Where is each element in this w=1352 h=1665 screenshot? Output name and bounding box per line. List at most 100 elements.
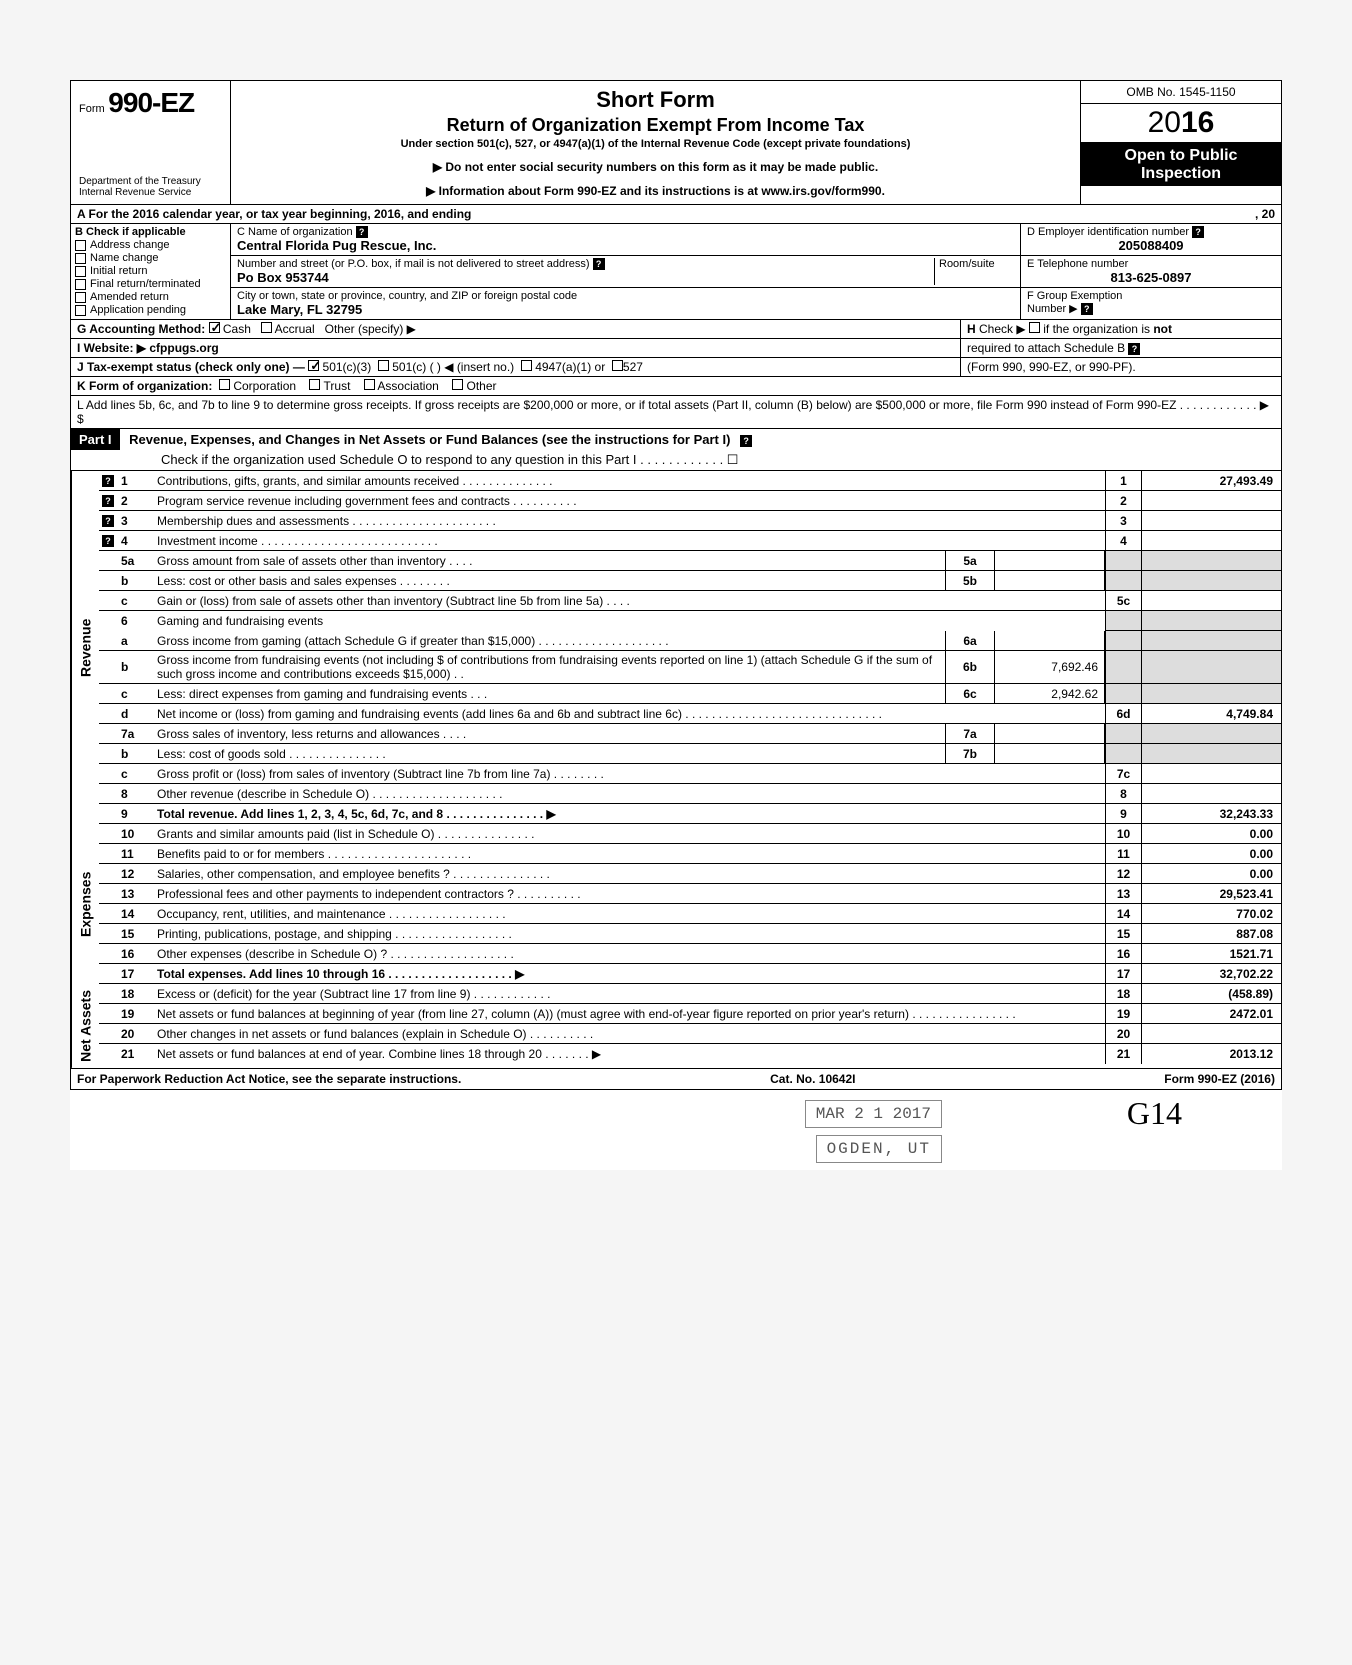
line-18-value: (458.89) [1141, 984, 1281, 1003]
header-left: Form 990-EZ Department of the Treasury I… [71, 81, 231, 204]
help-icon: ? [740, 435, 752, 447]
room-suite-label: Room/suite [939, 258, 995, 270]
part1-label: Part I [71, 429, 120, 450]
j-label: J Tax-exempt status (check only one) — [77, 360, 305, 374]
line-6b-value: 7,692.46 [995, 651, 1105, 683]
help-icon: ? [102, 495, 114, 507]
f-number-label: Number ▶ [1027, 303, 1078, 315]
c-city-label: City or town, state or province, country… [237, 290, 577, 302]
form-label: Form [79, 103, 105, 115]
line-21-value: 2013.12 [1141, 1044, 1281, 1064]
section-bcdef: B Check if applicable Address change Nam… [70, 224, 1282, 320]
help-icon: ? [102, 535, 114, 547]
chk-527[interactable] [612, 360, 623, 371]
under-section: Under section 501(c), 527, or 4947(a)(1)… [241, 138, 1070, 150]
line-19-value: 2472.01 [1141, 1004, 1281, 1023]
chk-final-return[interactable] [75, 279, 86, 290]
line-15-value: 887.08 [1141, 924, 1281, 943]
chk-corp[interactable] [219, 379, 230, 390]
c-name-label: C Name of organization [237, 226, 353, 238]
row-g-h: G Accounting Method: Cash Accrual Other … [70, 320, 1282, 339]
line-9-value: 32,243.33 [1141, 804, 1281, 823]
line-6c-value: 2,942.62 [995, 684, 1105, 703]
help-icon: ? [1081, 303, 1093, 315]
help-icon: ? [356, 226, 368, 238]
revenue-label: Revenue [71, 471, 99, 824]
netassets-section: Net Assets 18Excess or (deficit) for the… [70, 984, 1282, 1069]
expenses-section: Expenses 10Grants and similar amounts pa… [70, 824, 1282, 984]
line-2-value [1141, 491, 1281, 510]
chk-501c3[interactable] [308, 360, 319, 371]
form-footer: For Paperwork Reduction Act Notice, see … [70, 1069, 1282, 1090]
ogden-stamp: OGDEN, UT [816, 1135, 942, 1163]
help-icon: ? [593, 258, 605, 270]
chk-4947[interactable] [521, 360, 532, 371]
row-l: L Add lines 5b, 6c, and 7b to line 9 to … [70, 396, 1282, 429]
line-17-value: 32,702.22 [1141, 964, 1281, 983]
row-a-left: A For the 2016 calendar year, or tax yea… [77, 207, 367, 221]
chk-initial-return[interactable] [75, 266, 86, 277]
chk-app-pending[interactable] [75, 305, 86, 316]
chk-name-change[interactable] [75, 253, 86, 264]
line-10-value: 0.00 [1141, 824, 1281, 843]
line-6d-value: 4,749.84 [1141, 704, 1281, 723]
ein-value: 205088409 [1027, 238, 1275, 253]
d-label: D Employer identification number [1027, 226, 1189, 238]
row-a-tax-year: A For the 2016 calendar year, or tax yea… [70, 205, 1282, 224]
footer-right: Form 990-EZ (2016) [1164, 1072, 1275, 1086]
header-center: Short Form Return of Organization Exempt… [231, 81, 1081, 204]
info-line: ▶ Information about Form 990-EZ and its … [241, 184, 1070, 198]
line-14-value: 770.02 [1141, 904, 1281, 923]
line-1-value: 27,493.49 [1141, 471, 1281, 490]
line-12-value: 0.00 [1141, 864, 1281, 883]
header-right: OMB No. 1545-1150 2016 Open to Public In… [1081, 81, 1281, 204]
chk-cash[interactable] [209, 322, 220, 333]
h-cont: required to attach Schedule B ? [961, 339, 1281, 357]
netassets-label: Net Assets [71, 984, 99, 1068]
f-label: F Group Exemption [1027, 290, 1122, 302]
org-address: Po Box 953744 [237, 270, 329, 285]
part1-title: Revenue, Expenses, and Changes in Net As… [123, 429, 736, 450]
chk-amended[interactable] [75, 292, 86, 303]
c-addr-label: Number and street (or P.O. box, if mail … [237, 258, 590, 270]
help-icon: ? [102, 515, 114, 527]
form-header: Form 990-EZ Department of the Treasury I… [70, 80, 1282, 205]
chk-address-change[interactable] [75, 240, 86, 251]
phone-value: 813-625-0897 [1027, 270, 1275, 285]
line-13-value: 29,523.41 [1141, 884, 1281, 903]
chk-other-org[interactable] [452, 379, 463, 390]
ssn-warning: ▶ Do not enter social security numbers o… [241, 160, 1070, 174]
i-label: I Website: ▶ [77, 341, 146, 355]
line-11-value: 0.00 [1141, 844, 1281, 863]
chk-schedule-b[interactable] [1029, 322, 1040, 333]
website-value: cfppugs.org [149, 341, 218, 355]
help-icon: ? [1192, 226, 1204, 238]
row-j: J Tax-exempt status (check only one) — 5… [70, 358, 1282, 377]
row-a-mid: , 2016, and ending [367, 207, 471, 221]
chk-accrual[interactable] [261, 322, 272, 333]
org-name: Central Florida Pug Rescue, Inc. [237, 238, 436, 253]
form-990ez: Form 990-EZ Department of the Treasury I… [70, 80, 1282, 1170]
g-label: G Accounting Method: [77, 322, 205, 336]
org-city: Lake Mary, FL 32795 [237, 302, 362, 317]
footer-left: For Paperwork Reduction Act Notice, see … [77, 1072, 461, 1086]
e-label: E Telephone number [1027, 258, 1128, 270]
chk-501c[interactable] [378, 360, 389, 371]
line-16-value: 1521.71 [1141, 944, 1281, 963]
handwritten-note: G14 [1127, 1095, 1182, 1132]
section-b-title: B Check if applicable [75, 226, 226, 238]
h-cont2: (Form 990, 990-EZ, or 990-PF). [961, 358, 1281, 376]
chk-trust[interactable] [309, 379, 320, 390]
open-public: Open to Public Inspection [1081, 143, 1281, 186]
chk-assoc[interactable] [364, 379, 375, 390]
line-7c-value [1141, 764, 1281, 783]
tax-year: 2016 [1081, 104, 1281, 143]
dept-treasury: Department of the Treasury [79, 176, 222, 187]
date-stamp: MAR 2 1 2017 [805, 1100, 942, 1128]
line-20-value [1141, 1024, 1281, 1043]
help-icon: ? [102, 475, 114, 487]
line-5c-value [1141, 591, 1281, 610]
form-number: 990-EZ [108, 87, 194, 118]
footer-mid: Cat. No. 10642I [770, 1072, 855, 1086]
short-form-title: Short Form [241, 87, 1070, 113]
